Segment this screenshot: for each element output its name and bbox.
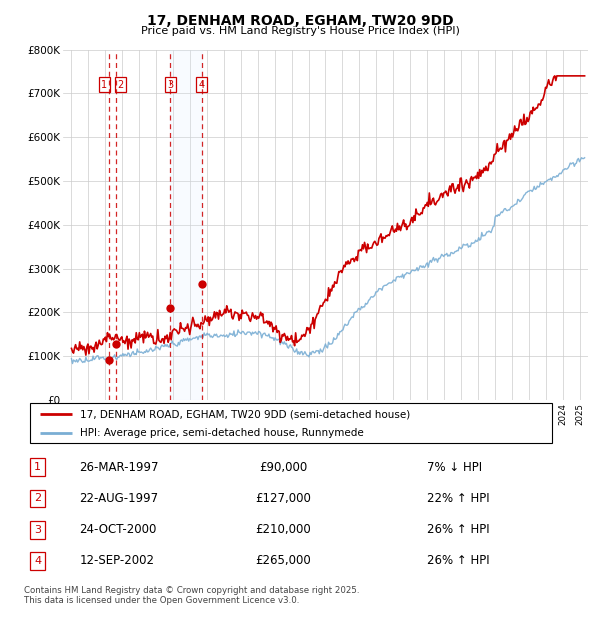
Text: 12-SEP-2002: 12-SEP-2002: [79, 554, 154, 567]
Text: 3: 3: [167, 79, 173, 90]
Text: 26-MAR-1997: 26-MAR-1997: [79, 461, 158, 474]
Text: £210,000: £210,000: [256, 523, 311, 536]
Text: 17, DENHAM ROAD, EGHAM, TW20 9DD (semi-detached house): 17, DENHAM ROAD, EGHAM, TW20 9DD (semi-d…: [80, 409, 410, 419]
Text: Price paid vs. HM Land Registry's House Price Index (HPI): Price paid vs. HM Land Registry's House …: [140, 26, 460, 36]
Text: 4: 4: [34, 556, 41, 566]
Text: 22% ↑ HPI: 22% ↑ HPI: [427, 492, 490, 505]
Text: £90,000: £90,000: [259, 461, 308, 474]
Text: 1: 1: [101, 79, 107, 90]
FancyBboxPatch shape: [30, 403, 552, 443]
Text: 24-OCT-2000: 24-OCT-2000: [79, 523, 157, 536]
Text: 2: 2: [117, 79, 123, 90]
Text: 3: 3: [34, 525, 41, 534]
Text: 26% ↑ HPI: 26% ↑ HPI: [427, 554, 490, 567]
Bar: [170, 50, 202, 400]
Text: 1: 1: [34, 463, 41, 472]
Text: 2: 2: [34, 494, 41, 503]
Text: 7% ↓ HPI: 7% ↓ HPI: [427, 461, 482, 474]
Text: Contains HM Land Registry data © Crown copyright and database right 2025.
This d: Contains HM Land Registry data © Crown c…: [24, 586, 359, 605]
Text: 26% ↑ HPI: 26% ↑ HPI: [427, 523, 490, 536]
Text: HPI: Average price, semi-detached house, Runnymede: HPI: Average price, semi-detached house,…: [80, 428, 364, 438]
Text: 4: 4: [199, 79, 205, 90]
Text: 22-AUG-1997: 22-AUG-1997: [79, 492, 158, 505]
Text: £265,000: £265,000: [256, 554, 311, 567]
Text: 17, DENHAM ROAD, EGHAM, TW20 9DD: 17, DENHAM ROAD, EGHAM, TW20 9DD: [146, 14, 454, 28]
Text: £127,000: £127,000: [256, 492, 311, 505]
